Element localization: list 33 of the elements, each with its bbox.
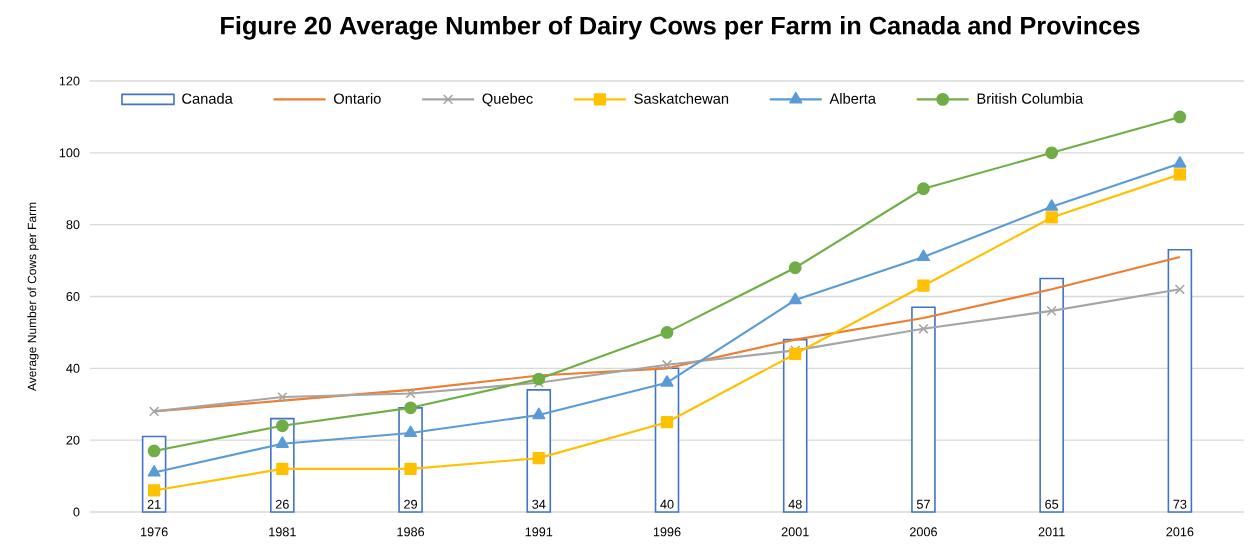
data-label: 65 xyxy=(1045,499,1059,509)
legend-label: Alberta xyxy=(829,93,876,104)
legend-label: Quebec xyxy=(482,93,533,107)
data-label: 29 xyxy=(404,499,417,509)
x-tick-label: 2016 xyxy=(1166,527,1194,537)
y-tick-label: 20 xyxy=(66,435,80,445)
data-label: 34 xyxy=(532,499,546,509)
y-tick-label: 40 xyxy=(66,363,80,373)
x-tick-label: 1976 xyxy=(140,527,168,537)
data-label: 21 xyxy=(147,499,161,509)
x-tick-label: 1996 xyxy=(653,527,681,537)
x-tick-label: 2006 xyxy=(909,527,937,537)
legend-label: Ontario xyxy=(333,93,381,104)
y-axis-title: Average Number of Cows per Farm xyxy=(27,202,39,392)
y-tick-label: 120 xyxy=(59,76,80,86)
data-label: 73 xyxy=(1173,499,1187,509)
x-tick-label: 2011 xyxy=(1038,527,1065,537)
legend-label: Canada xyxy=(182,93,233,104)
data-label: 26 xyxy=(275,499,289,509)
y-tick-label: 60 xyxy=(66,292,80,301)
y-tick-label: 0 xyxy=(73,507,80,517)
y-tick-label: 80 xyxy=(66,220,80,230)
y-tick-label: 100 xyxy=(59,148,80,158)
x-tick-label: 2001 xyxy=(781,527,809,537)
legend-label: Saskatchewan xyxy=(634,93,729,104)
x-tick-label: 1986 xyxy=(397,527,425,537)
x-tick-label: 1991 xyxy=(525,527,553,537)
data-label: 40 xyxy=(660,499,674,509)
x-tick-label: 1981 xyxy=(269,527,296,537)
data-label: 48 xyxy=(788,499,802,509)
chart-title: Figure 20 Average Number of Dairy Cows per Farm in Canada and Provinces xyxy=(221,15,1140,40)
data-label: 57 xyxy=(916,499,930,509)
legend-label: British Columbia xyxy=(977,93,1084,104)
